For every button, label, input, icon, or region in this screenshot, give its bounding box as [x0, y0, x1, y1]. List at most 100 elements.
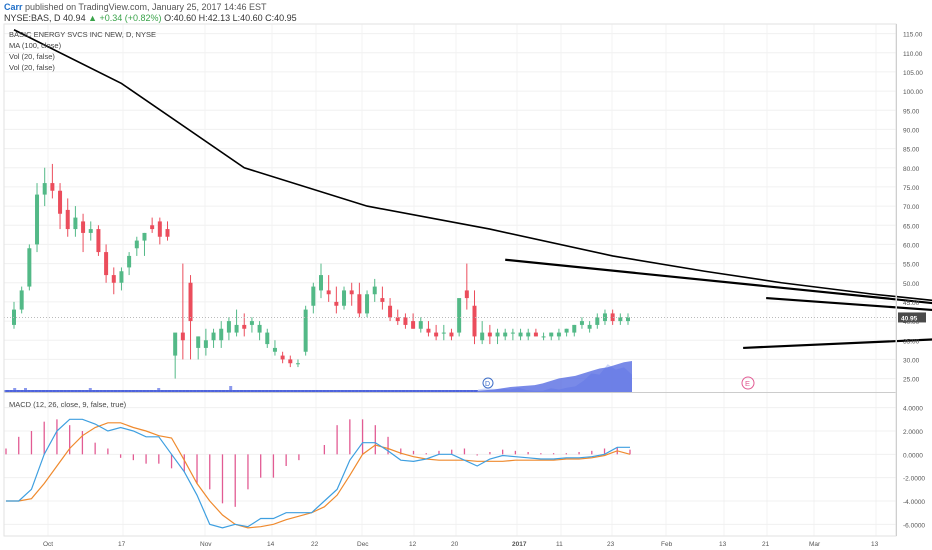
candle[interactable] — [395, 317, 400, 322]
candle[interactable] — [134, 240, 139, 249]
candle[interactable] — [265, 332, 270, 345]
candle[interactable] — [119, 271, 124, 283]
candle[interactable] — [372, 286, 377, 295]
candle[interactable] — [579, 321, 584, 325]
candle[interactable] — [165, 229, 170, 237]
signal-line[interactable] — [6, 422, 631, 529]
dividend-marker[interactable]: D — [482, 377, 494, 389]
time-tick-label: Oct — [43, 541, 53, 548]
candle[interactable] — [242, 324, 247, 329]
candle[interactable] — [188, 282, 193, 322]
candle[interactable] — [295, 363, 300, 365]
trendline-lower-resistance[interactable] — [766, 296, 932, 321]
change: ▲ +0.34 (+0.82%) — [88, 13, 162, 23]
candle[interactable] — [65, 209, 70, 230]
candle[interactable] — [96, 229, 101, 253]
candle[interactable] — [280, 355, 285, 360]
candle[interactable] — [487, 332, 492, 337]
price-grid — [4, 24, 896, 536]
candle[interactable] — [572, 324, 577, 333]
candle[interactable] — [449, 332, 454, 337]
candle[interactable] — [595, 317, 600, 325]
candle[interactable] — [27, 248, 32, 287]
candle[interactable] — [472, 305, 477, 337]
candle[interactable] — [58, 190, 63, 214]
candle[interactable] — [533, 332, 538, 337]
candle[interactable] — [111, 275, 116, 283]
macd-tick-label: -6.0000 — [903, 522, 925, 529]
candle[interactable] — [50, 183, 55, 191]
candle[interactable] — [226, 321, 231, 333]
earnings-marker[interactable]: E — [741, 376, 755, 390]
candle[interactable] — [73, 217, 78, 230]
candle[interactable] — [272, 347, 277, 352]
ma-100-line[interactable] — [13, 29, 932, 319]
candle[interactable] — [211, 332, 216, 341]
time-tick-label: 14 — [267, 541, 275, 548]
candle[interactable] — [104, 252, 109, 276]
candle[interactable] — [234, 324, 239, 333]
author-name[interactable]: Carr — [4, 2, 23, 12]
candle[interactable] — [464, 290, 469, 299]
macd-legend: MACD (12, 26, close, 9, false, true) — [9, 400, 127, 409]
candle[interactable] — [303, 309, 308, 352]
candle[interactable] — [81, 221, 86, 233]
candle[interactable] — [610, 313, 615, 322]
price-tick-label: 60.00 — [903, 242, 920, 249]
candle[interactable] — [365, 294, 370, 314]
candle[interactable] — [503, 332, 508, 337]
candle[interactable] — [411, 321, 416, 329]
candle[interactable] — [618, 317, 623, 322]
candle[interactable] — [334, 301, 339, 306]
candle[interactable] — [495, 332, 500, 337]
candle[interactable] — [587, 324, 592, 329]
candle[interactable] — [518, 332, 523, 337]
candle[interactable] — [457, 298, 462, 333]
trendline-resistance[interactable] — [505, 258, 932, 310]
candle[interactable] — [157, 221, 162, 237]
candle[interactable] — [88, 229, 93, 233]
candle[interactable] — [380, 298, 385, 302]
candle[interactable] — [319, 275, 323, 291]
candle[interactable] — [257, 324, 262, 333]
candle[interactable] — [196, 336, 201, 348]
candle[interactable] — [510, 332, 515, 334]
candle[interactable] — [480, 332, 485, 341]
candle[interactable] — [180, 332, 185, 341]
candle[interactable] — [35, 194, 40, 245]
candle[interactable] — [541, 336, 546, 338]
candle[interactable] — [142, 232, 147, 241]
candle[interactable] — [249, 321, 254, 325]
candle[interactable] — [556, 332, 561, 337]
candle[interactable] — [326, 290, 331, 295]
macd-tick-label: -4.0000 — [903, 499, 925, 506]
trendline-support[interactable] — [743, 333, 932, 350]
candle[interactable] — [441, 332, 446, 334]
candle[interactable] — [564, 328, 569, 333]
candle[interactable] — [150, 225, 155, 230]
candle[interactable] — [357, 294, 362, 314]
price-tick-label: 115.00 — [903, 32, 923, 39]
candle[interactable] — [219, 328, 224, 341]
candle[interactable] — [288, 359, 293, 364]
candle[interactable] — [388, 305, 393, 318]
candle[interactable] — [173, 332, 178, 356]
candle[interactable] — [349, 290, 354, 295]
candle[interactable] — [426, 328, 431, 333]
candle[interactable] — [127, 255, 132, 268]
candle[interactable] — [549, 332, 554, 337]
candle[interactable] — [342, 290, 347, 306]
pane-separator — [4, 392, 896, 393]
macd-line[interactable] — [6, 418, 630, 529]
candle[interactable] — [19, 290, 24, 310]
candle[interactable] — [311, 286, 316, 306]
candle[interactable] — [403, 317, 408, 325]
legend-ma: MA (100, close) — [9, 41, 62, 50]
candle[interactable] — [434, 332, 439, 337]
candle[interactable] — [526, 332, 531, 337]
candle[interactable] — [418, 321, 423, 329]
candle[interactable] — [42, 183, 47, 195]
candle[interactable] — [203, 340, 208, 348]
candle[interactable] — [626, 317, 630, 322]
